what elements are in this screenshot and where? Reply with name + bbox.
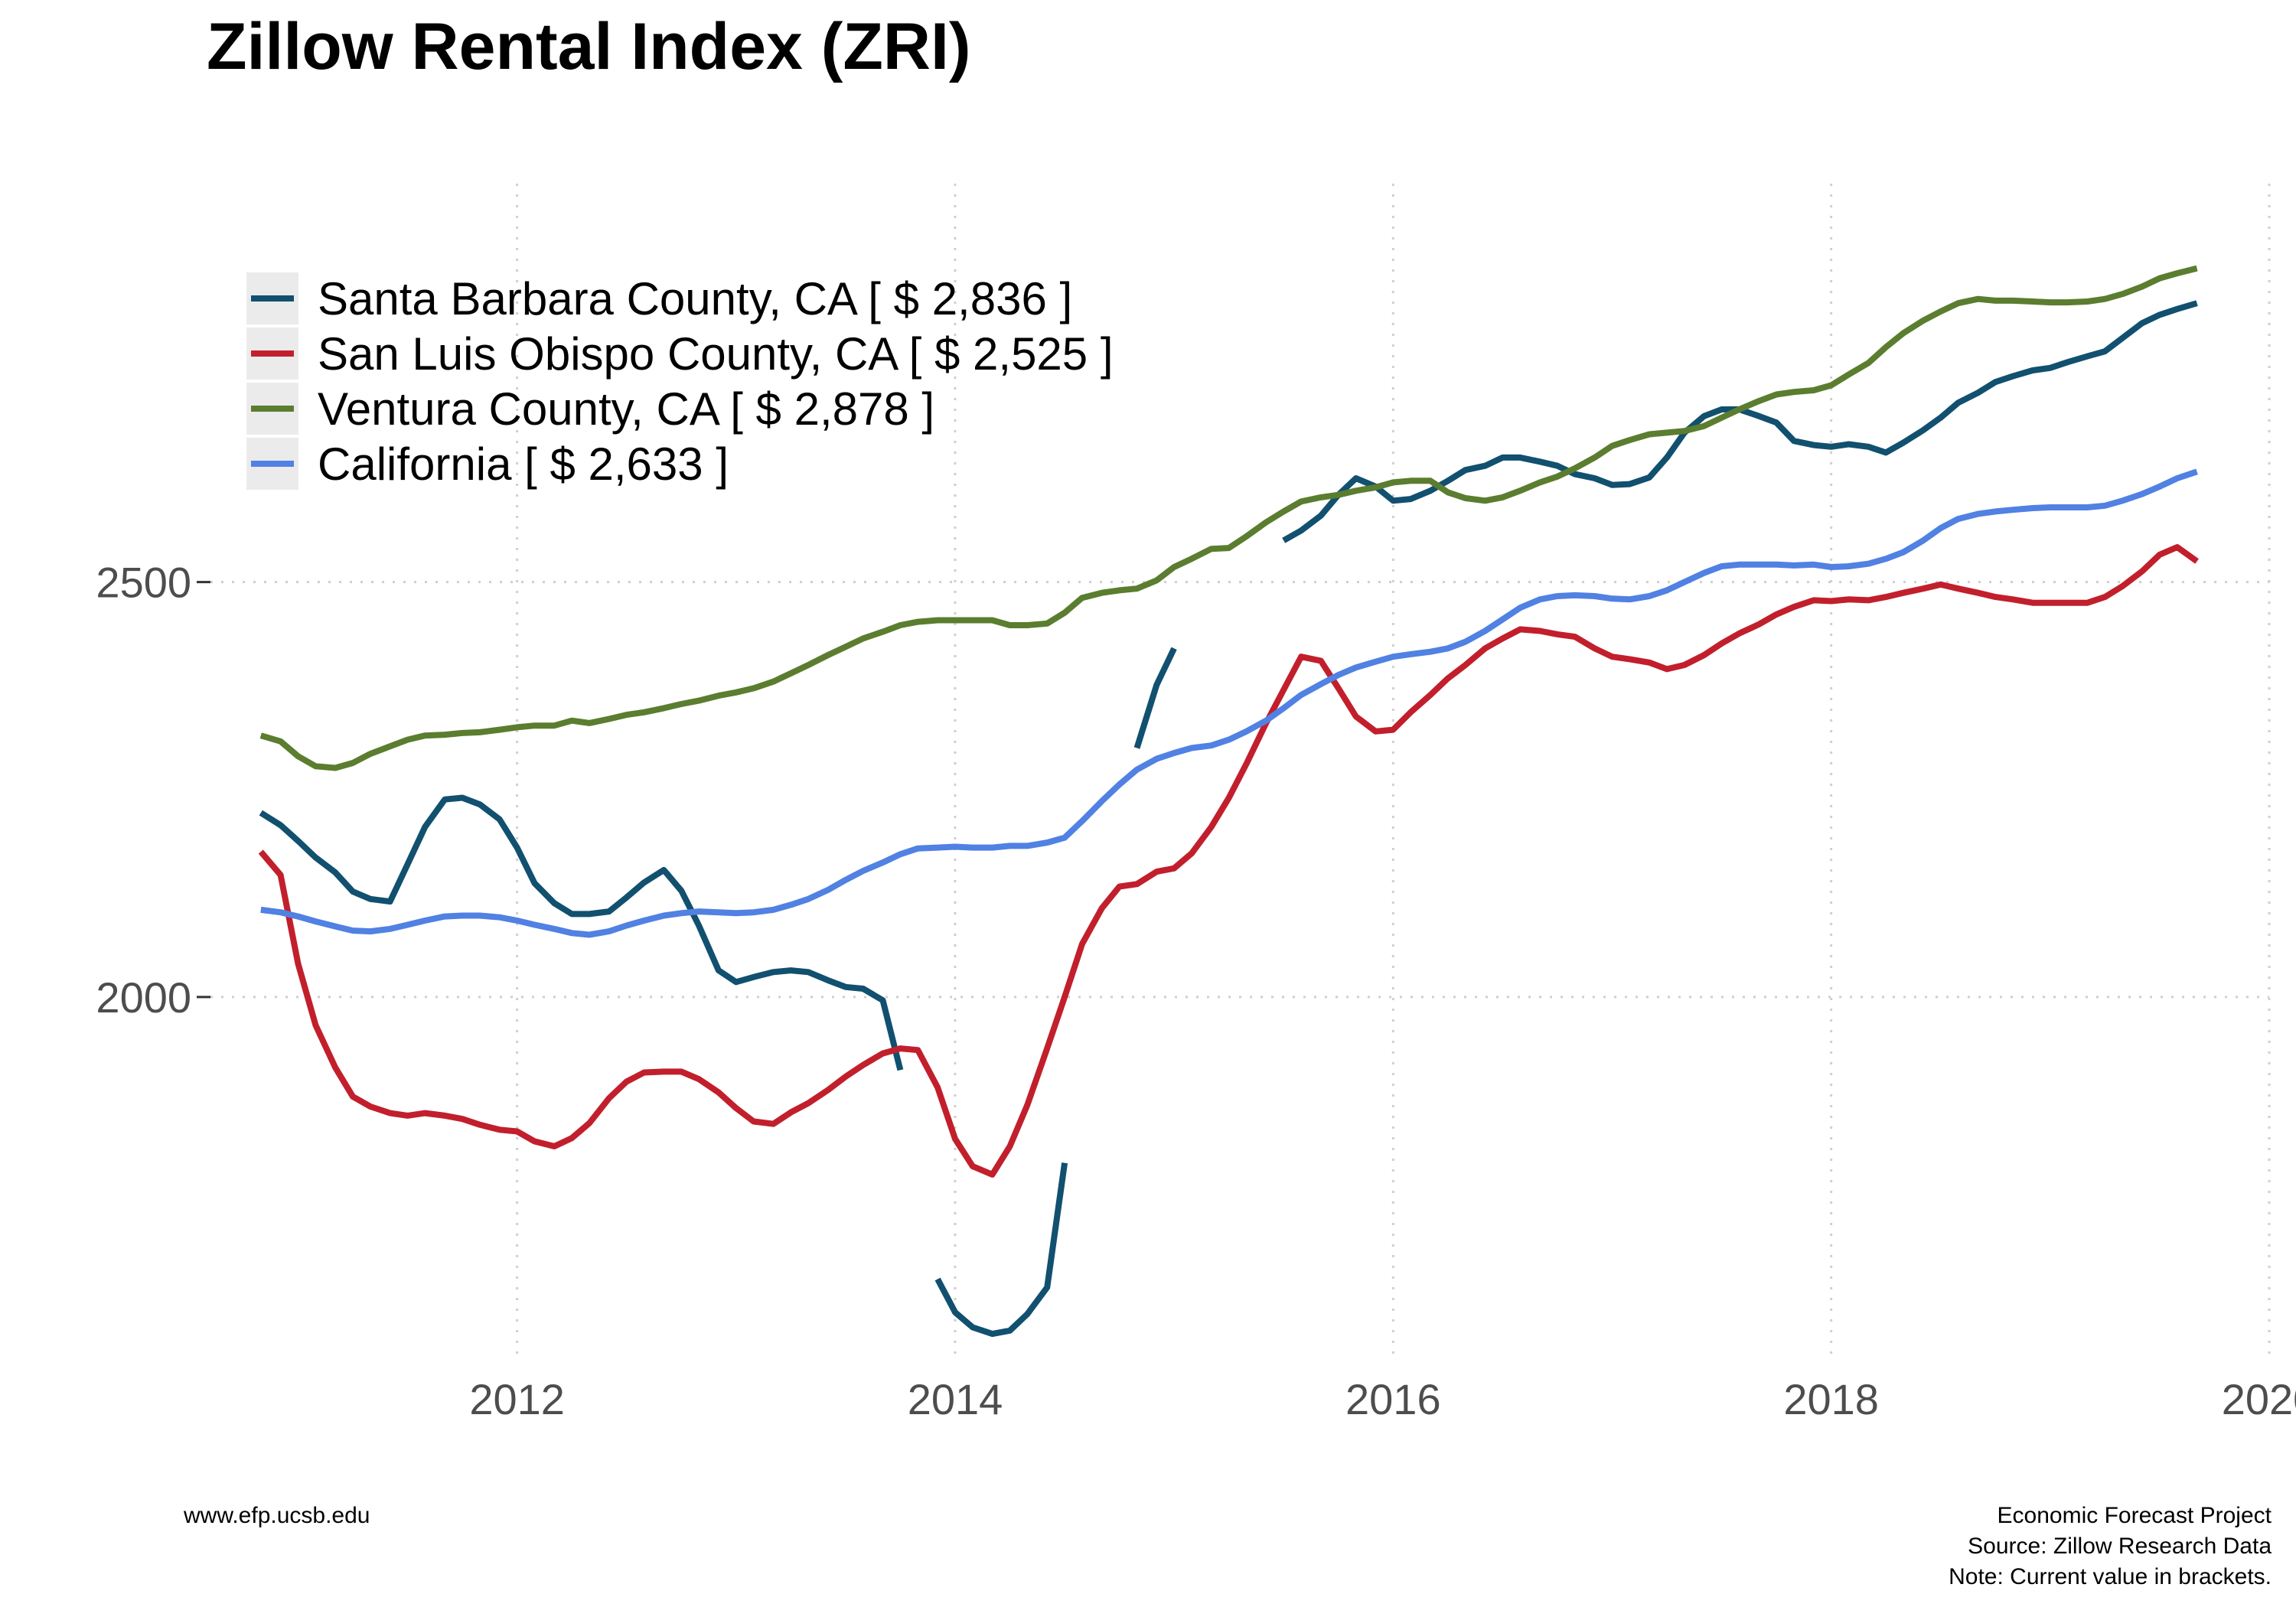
legend: Santa Barbara County, CA [ $ 2,836 ]San … bbox=[246, 272, 1114, 490]
caption-note: Note: Current value in brackets. bbox=[1949, 1564, 2272, 1589]
series-line-1 bbox=[259, 300, 2198, 1338]
series-lines bbox=[258, 265, 2199, 1338]
legend-label: California [ $ 2,633 ] bbox=[318, 438, 729, 490]
x-tick-label: 2018 bbox=[1783, 1375, 1879, 1423]
legend-label: San Luis Obispo County, CA [ $ 2,525 ] bbox=[318, 328, 1114, 380]
axes: 2012 2014 2016 2018 2020 2000 2500 bbox=[96, 559, 2296, 1423]
caption-project: Economic Forecast Project bbox=[1998, 1503, 2272, 1528]
caption-source: Source: Zillow Research Data bbox=[1968, 1534, 2272, 1559]
legend-label: Santa Barbara County, CA [ $ 2,836 ] bbox=[318, 273, 1072, 324]
legend-label: Ventura County, CA [ $ 2,878 ] bbox=[318, 383, 934, 435]
y-tick-label: 2000 bbox=[96, 973, 191, 1022]
series-line-3 bbox=[259, 265, 2198, 771]
y-tick-label: 2500 bbox=[96, 559, 191, 607]
grid bbox=[210, 184, 2271, 1362]
series-line-2 bbox=[258, 544, 2199, 1178]
x-tick-label: 2016 bbox=[1345, 1375, 1441, 1423]
chart-title: Zillow Rental Index (ZRI) bbox=[207, 10, 971, 83]
caption-website: www.efp.ucsb.edu bbox=[183, 1503, 370, 1528]
x-tick-label: 2020 bbox=[2222, 1375, 2296, 1423]
x-tick-label: 2012 bbox=[469, 1375, 565, 1423]
x-tick-label: 2014 bbox=[908, 1375, 1003, 1423]
series-line-4 bbox=[260, 468, 2198, 938]
